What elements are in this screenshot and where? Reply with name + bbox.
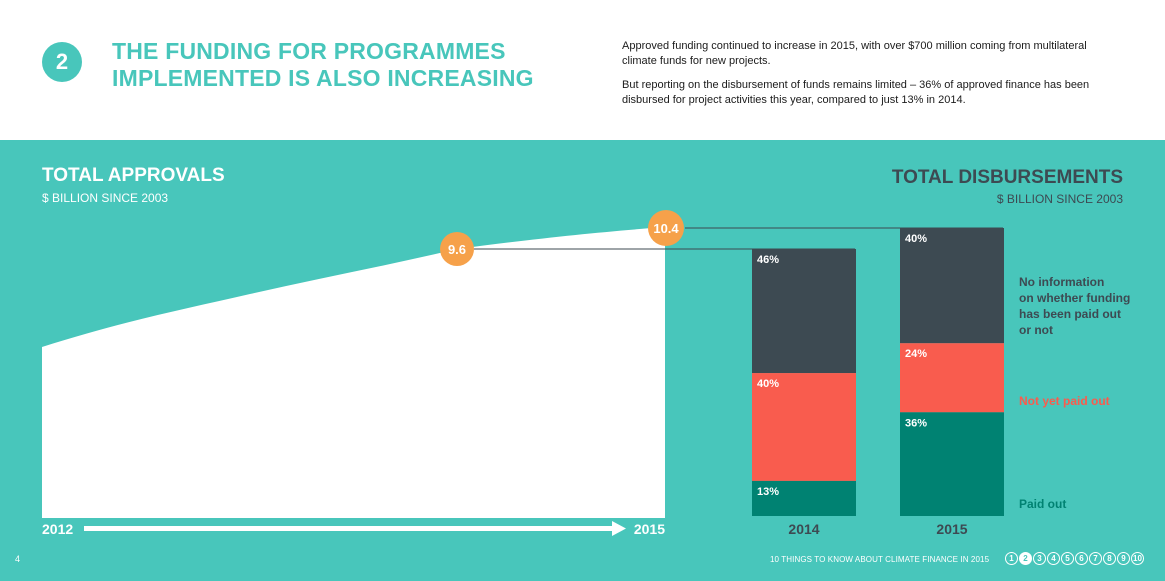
footer-title: 10 THINGS TO KNOW ABOUT CLIMATE FINANCE … [770,555,990,564]
bar-label-2014-1: 40% [757,378,779,390]
bar-label-2014-2: 13% [757,486,779,498]
disbursements-title: TOTAL DISBURSEMENTS [891,167,1123,188]
headline-line-1: THE FUNDING FOR PROGRAMMES [112,38,506,64]
page-link-7[interactable]: 7 [1089,552,1102,565]
approvals-subtitle: $ BILLION SINCE 2003 [42,191,169,205]
bar-segment-2015-0 [900,228,1004,344]
intro-paragraph-2: But reporting on the disbursement of fun… [622,79,1090,106]
value-label-2015: 10.4 [653,221,679,236]
approvals-area [42,227,665,518]
bar-label-2015-0: 40% [905,233,927,245]
bar-label-2015-2: 36% [905,417,927,429]
value-badge-2014 [440,232,474,266]
bar-segment-2015-1 [900,343,1004,413]
axis-arrow-head [612,521,626,536]
legend-not-paid: Not yet paid out [1019,394,1110,408]
axis-arrow-shaft [84,526,614,531]
bar-segment-2014-1 [752,373,856,481]
disbursement-bars: 46% 40% 13% 2014 40% 24% 36% 2015 [752,228,1004,537]
approvals-title: TOTAL APPROVALS [42,165,225,186]
legend-no-information: No information on whether funding has be… [1019,274,1130,338]
page-link-4[interactable]: 4 [1047,552,1060,565]
page-number: 4 [15,554,21,564]
disbursements-subtitle: $ BILLION SINCE 2003 [996,192,1123,206]
legend-no-info-line-2: on whether funding [1019,291,1131,305]
page-link-8[interactable]: 8 [1103,552,1116,565]
bar-category-label-2015: 2015 [936,521,967,537]
legend-paid: Paid out [1019,497,1067,511]
page-link-9[interactable]: 9 [1117,552,1130,565]
legend-no-info-line-3: has been paid out [1019,307,1122,321]
page-link-2[interactable]: 2 [1019,552,1032,565]
page-title: THE FUNDING FOR PROGRAMMES IMPLEMENTED I… [112,38,552,92]
value-badge-2015 [648,210,684,246]
header: 2 THE FUNDING FOR PROGRAMMES IMPLEMENTED… [0,0,1165,140]
x-start-label: 2012 [42,521,73,537]
section-number-badge: 2 [42,42,82,82]
bar-label-2015-1: 24% [905,348,927,360]
bar-segment-2015-2 [900,412,1004,516]
page-navigation: 1 2 3 4 5 6 7 8 9 10 [1005,552,1144,565]
x-end-label: 2015 [634,521,665,537]
bar-segment-2014-0 [752,249,856,374]
legend-no-info-line-4: or not [1019,323,1053,337]
headline-line-2: IMPLEMENTED IS ALSO INCREASING [112,65,534,91]
bar-category-label-2014: 2014 [788,521,819,537]
bar-segment-2014-2 [752,480,856,516]
page-link-10[interactable]: 10 [1131,552,1144,565]
bar-label-2014-0: 46% [757,254,779,266]
intro-text: Approved funding continued to increase i… [622,39,1092,108]
value-label-2014: 9.6 [448,242,466,257]
page-link-1[interactable]: 1 [1005,552,1018,565]
legend-no-info-line-1: No information [1019,275,1105,289]
page-link-5[interactable]: 5 [1061,552,1074,565]
page-link-3[interactable]: 3 [1033,552,1046,565]
page-link-6[interactable]: 6 [1075,552,1088,565]
intro-paragraph-1: Approved funding continued to increase i… [622,40,1087,67]
